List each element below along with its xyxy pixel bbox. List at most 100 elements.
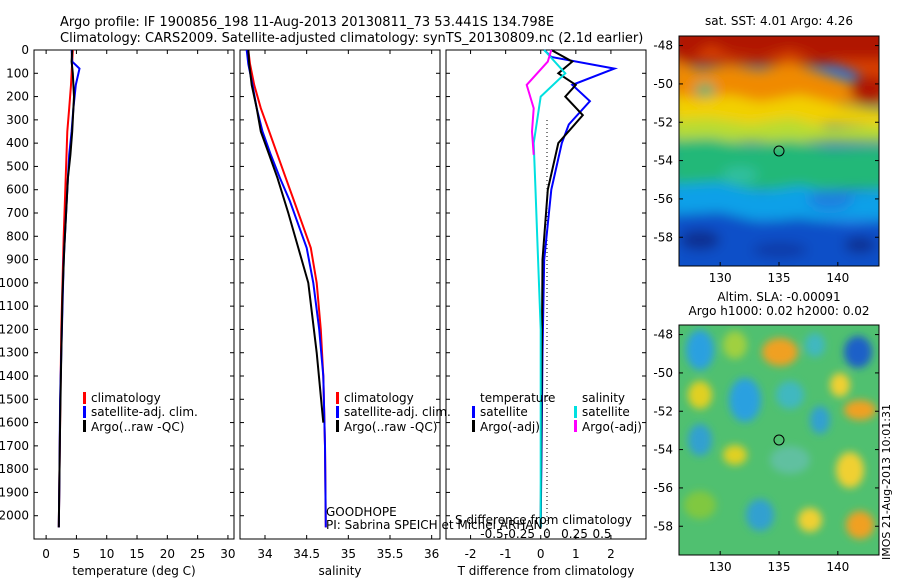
temperature-tick-label: 25 [190,547,205,561]
legend-label: satellite [582,405,630,419]
sla-lat-tick-label: -50 [653,366,673,380]
depth-tick-label: 0 [21,43,29,57]
legend-swatch-climatology [336,392,339,404]
legend-swatch-climatology [83,392,86,404]
series-line [525,49,553,155]
salinity-xlabel: salinity [318,564,361,578]
difference-tick-label: -2 [465,547,477,561]
salinity-diff-tick-label: 0.5 [592,527,611,541]
legend-swatch-temp-argo [472,420,475,432]
temperature-tick-label: 0 [42,547,50,561]
legend-swatch-satellite [336,406,339,418]
temperature-series [57,49,81,528]
sst-lat-tick-label: -48 [653,39,673,53]
legend-swatch-satellite [83,406,86,418]
salinity-tick-label: 35 [341,547,356,561]
difference-tick-label: -1 [500,547,512,561]
depth-tick-label: 1900 [0,485,29,499]
depth-tick-label: 800 [6,229,29,243]
sla-map-title-line2: Argo h1000: 0.02 h2000: 0.02 [689,304,870,318]
legend-swatch-temp-satellite [472,406,475,418]
sla-map [679,325,879,555]
sst-lat-tick-label: -56 [653,192,673,206]
difference-legend: temperature salinity satellite Argo(-adj… [472,391,642,434]
salinity-diff-tick-label: -0.5 [480,527,503,541]
legend-label: Argo(..raw -QC) [344,420,437,434]
temperature-legend: climatology satellite-adj. clim. Argo(..… [83,391,198,434]
sla-lat-tick-label: -58 [653,519,673,533]
temperature-tick-label: 15 [129,547,144,561]
sla-lon-tick-label: 135 [768,560,791,574]
legend-label: Argo(-adj) [582,420,642,434]
series-line [539,49,619,528]
salinity-series [245,49,327,528]
sla-lat-tick-label: -54 [653,443,673,457]
legend-label: climatology [344,391,414,405]
difference-top-xlabel: S difference from climatology [455,513,632,527]
depth-tick-label: 1200 [0,322,29,336]
legend-header-temperature: temperature [480,391,555,405]
depth-tick-label: 1300 [0,346,29,360]
legend-swatch-argo [336,420,339,432]
sla-lat-tick-label: -52 [653,404,673,418]
sst-lat-tick-label: -58 [653,230,673,244]
sst-lon-tick-label: 130 [709,271,732,285]
legend-swatch-argo [83,420,86,432]
depth-tick-label: 1600 [0,416,29,430]
temperature-tick-label: 20 [160,547,175,561]
sla-lat-tick-label: -48 [653,328,673,342]
pi-label: PI: Sabrina SPEICH et Michel ARHAN [326,518,543,532]
legend-label: climatology [91,391,161,405]
depth-tick-label: 1800 [0,462,29,476]
depth-tick-label: 100 [6,66,29,80]
legend-label: Argo(-adj) [480,420,540,434]
sst-lon-tick-label: 135 [768,271,791,285]
figure-title-line2: Climatology: CARS2009. Satellite-adjuste… [60,31,643,46]
depth-tick-label: 1100 [0,299,29,313]
legend-label: satellite-adj. clim. [344,405,451,419]
figure-title-line1: Argo profile: IF 1900856_198 11-Aug-2013… [60,15,554,30]
legend-label: satellite-adj. clim. [91,405,198,419]
temperature-xlabel: temperature (deg C) [72,564,195,578]
temperature-axis: 0 5 10 15 20 25 30 [42,50,236,561]
depth-axis: 0 100 200 300 400 500 600 700 800 900 1000 1100 1200… [0,43,646,523]
difference-xlabel: T difference from climatology [457,564,635,578]
sst-lat-tick-label: -54 [653,154,673,168]
sst-map-axes: 130 135 140 -48 -50 -52 -54 -56 -58 [653,39,879,285]
depth-tick-label: 2000 [0,509,29,523]
sst-lon-tick-label: 140 [826,271,849,285]
sla-lat-tick-label: -56 [653,481,673,495]
temperature-tick-label: 5 [73,547,81,561]
sst-lat-tick-label: -52 [653,115,673,129]
sla-map-title-line1: Altim. SLA: -0.00091 [717,290,840,304]
sst-float-marker [773,145,785,157]
imos-timestamp: IMOS 21-Aug-2013 10:01:31 [880,404,893,560]
salinity-diff-tick-label: 0 [543,527,551,541]
salinity-axis: 34 34.5 35 35.5 36 [257,50,439,561]
difference-panel-frame [445,49,647,540]
legend-header-salinity: salinity [582,391,625,405]
depth-tick-label: 1700 [0,439,29,453]
depth-tick-label: 300 [6,113,29,127]
salinity-diff-tick-label: -0.25 [504,527,535,541]
depth-tick-label: 600 [6,183,29,197]
series-line [57,49,76,528]
sla-lon-tick-label: 140 [826,560,849,574]
sla-float-marker [773,434,785,446]
temperature-tick-label: 30 [220,547,235,561]
salinity-panel-frame [239,49,441,540]
salinity-tick-label: 34.5 [293,547,320,561]
difference-tick-label: 2 [607,547,615,561]
depth-tick-label: 1400 [0,369,29,383]
program-label: GOODHOPE [326,505,397,519]
depth-tick-label: 900 [6,253,29,267]
salinity-legend: climatology satellite-adj. clim. Argo(..… [336,391,451,434]
series-line [57,49,74,528]
difference-tick-label: 0 [537,547,545,561]
legend-label: satellite [480,405,528,419]
depth-tick-label: 700 [6,206,29,220]
salinity-tick-label: 36 [424,547,439,561]
salinity-tick-label: 35.5 [377,547,404,561]
sst-map-title: sat. SST: 4.01 Argo: 4.26 [705,14,853,28]
sst-lat-tick-label: -50 [653,77,673,91]
